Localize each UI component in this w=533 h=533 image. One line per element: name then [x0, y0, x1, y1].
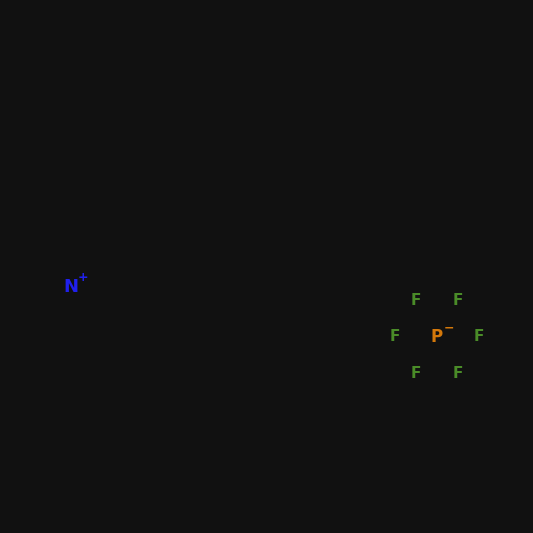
Text: N: N	[63, 278, 78, 296]
Text: F: F	[411, 293, 421, 308]
Text: F: F	[411, 366, 421, 381]
Text: F: F	[390, 329, 400, 344]
Text: F: F	[474, 329, 484, 344]
Text: F: F	[453, 366, 463, 381]
Text: F: F	[453, 293, 463, 308]
Text: −: −	[443, 322, 454, 335]
Text: +: +	[78, 271, 88, 284]
Text: P: P	[431, 328, 443, 346]
